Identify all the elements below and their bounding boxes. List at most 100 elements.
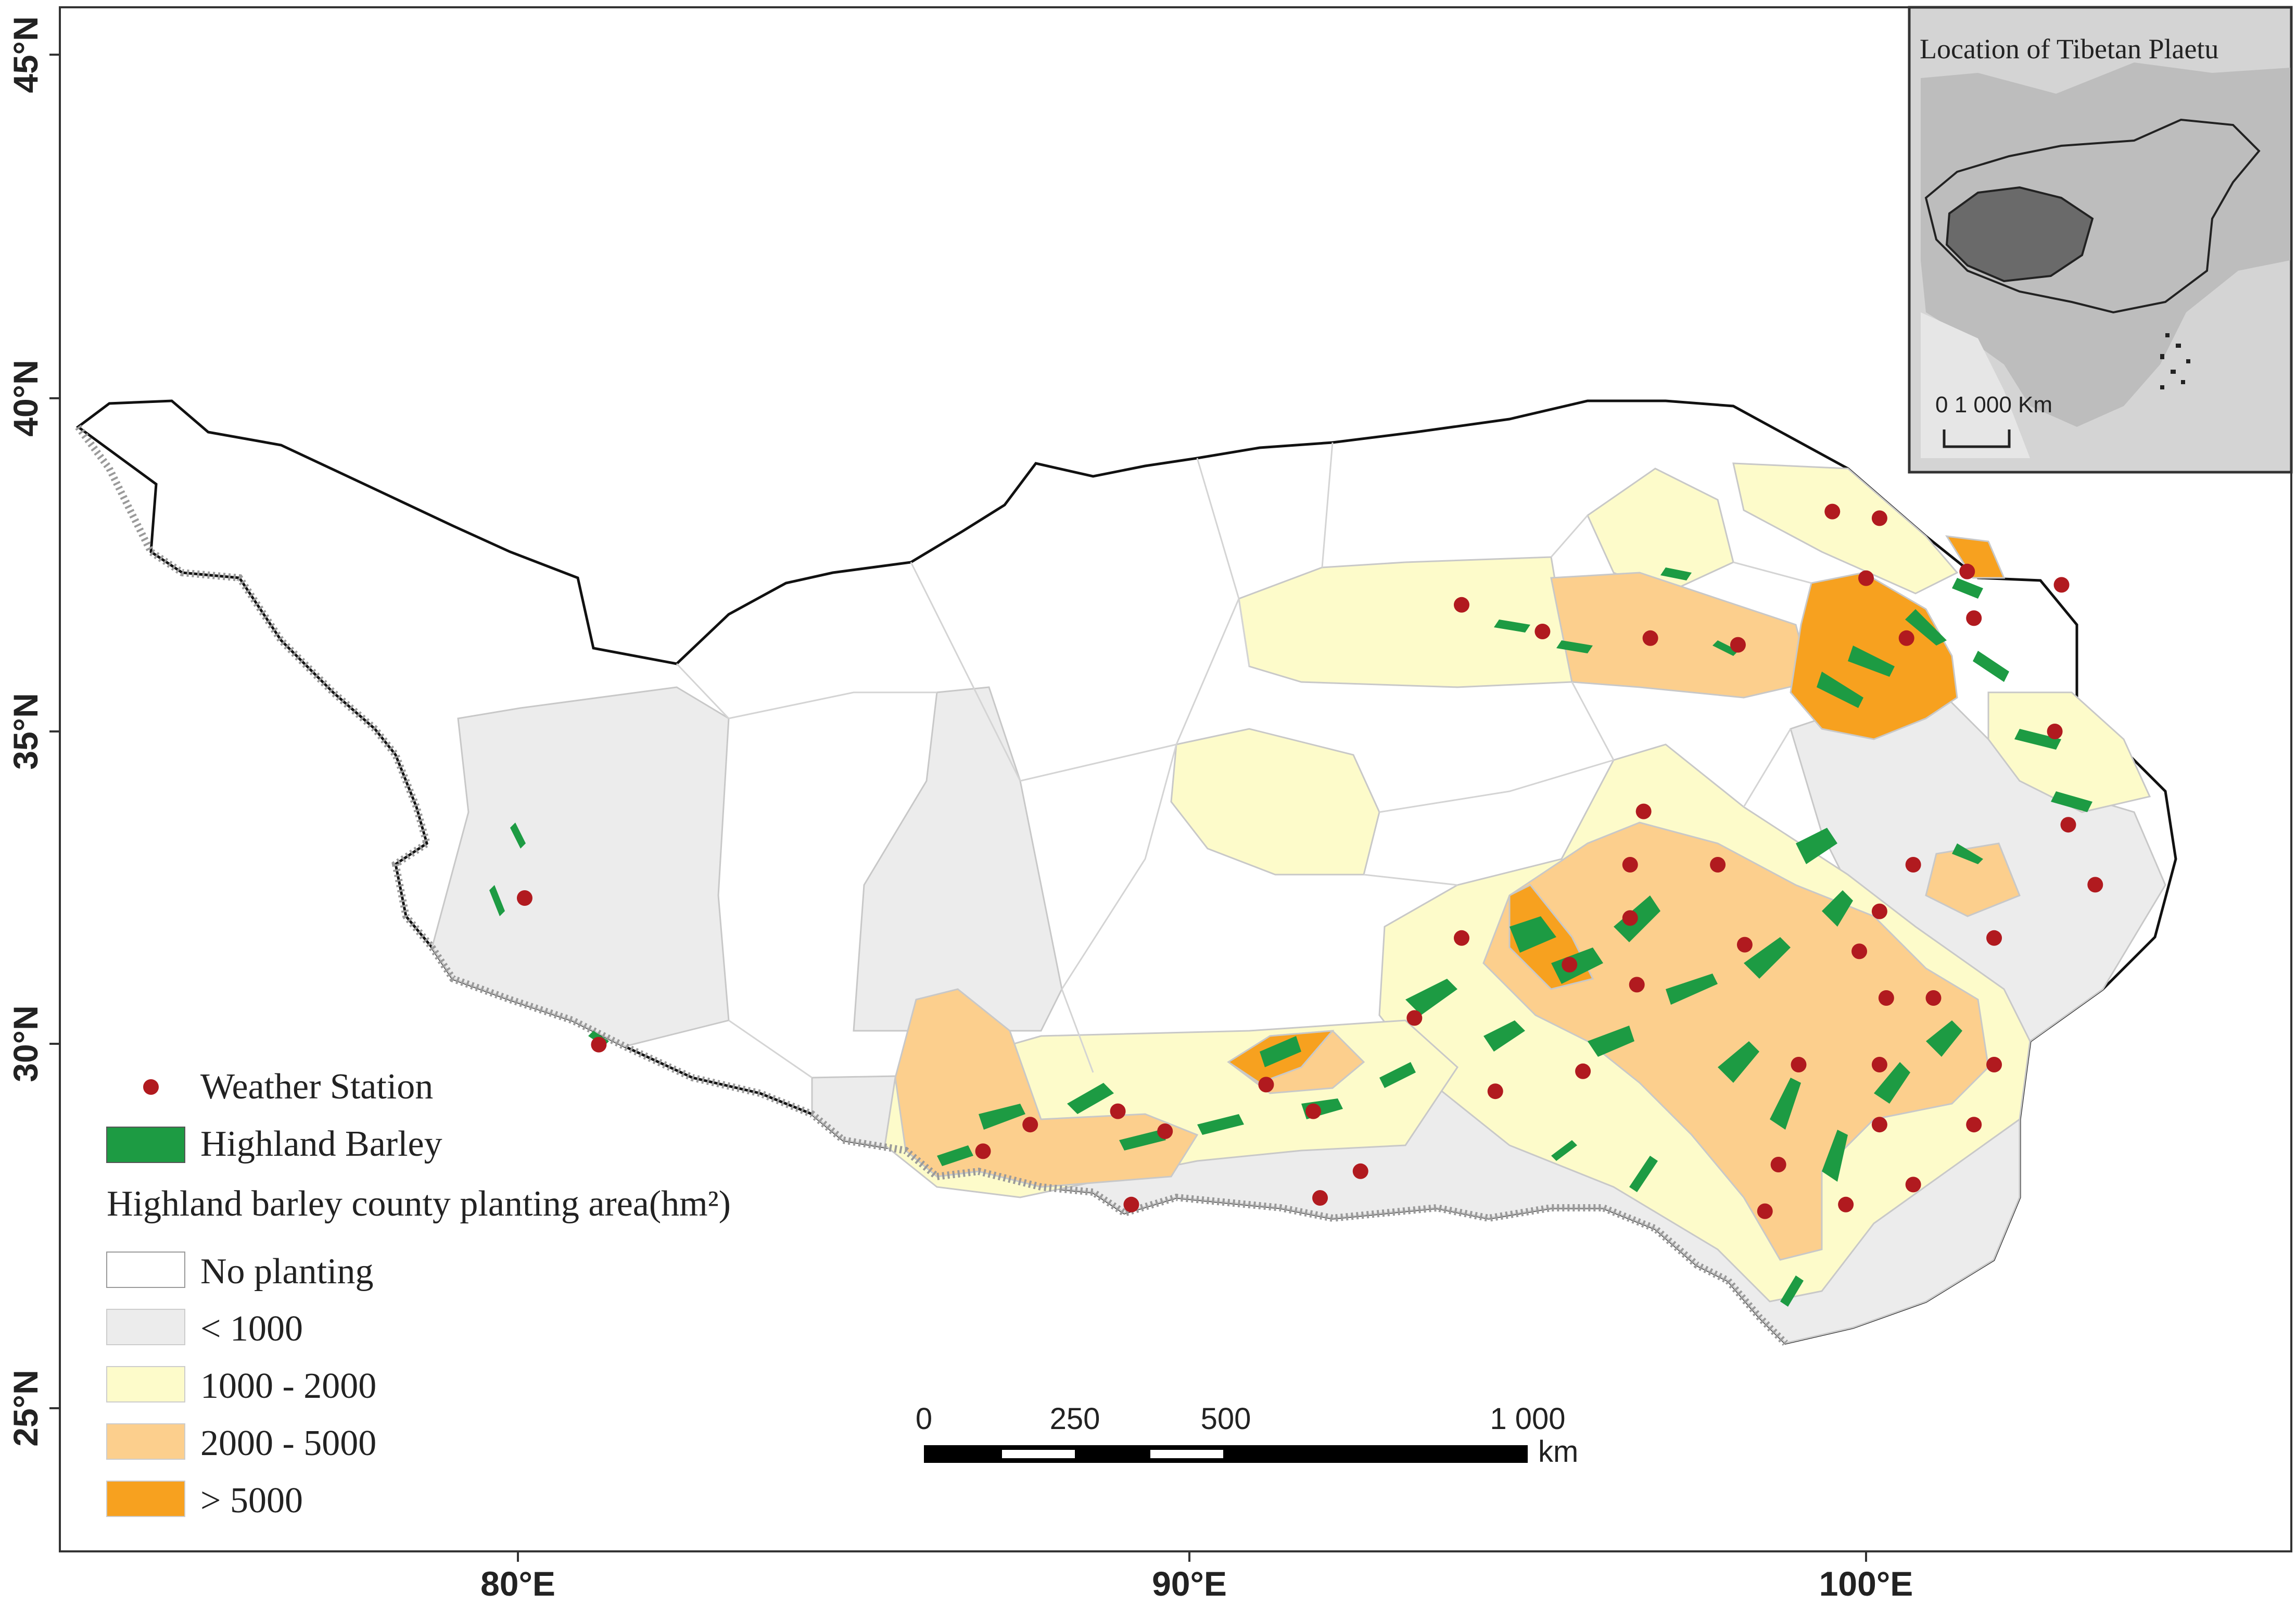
weather-station-marker bbox=[1352, 1163, 1368, 1179]
weather-station-marker bbox=[1710, 857, 1726, 873]
weather-station-marker bbox=[1642, 630, 1658, 646]
legend-class-label: < 1000 bbox=[200, 1309, 303, 1349]
weather-station-marker bbox=[1305, 1103, 1322, 1119]
inset-map: Location of Tibetan Plaetu 0 1 000 Km bbox=[1908, 6, 2293, 474]
weather-station-marker bbox=[1022, 1117, 1038, 1133]
weather-station-marker bbox=[1925, 990, 1942, 1006]
inset-scale-bar bbox=[1943, 429, 2011, 448]
weather-station-marker bbox=[1157, 1123, 1173, 1139]
region-central-gray bbox=[853, 686, 1063, 1032]
weather-station-marker bbox=[1770, 1157, 1786, 1172]
weather-station-marker bbox=[1878, 990, 1894, 1006]
legend-barley-swatch bbox=[106, 1127, 185, 1163]
y-tick-label: 25°N bbox=[6, 1370, 45, 1446]
weather-station-marker bbox=[1905, 1177, 1921, 1193]
weather-station-marker bbox=[1791, 1057, 1807, 1072]
tick-marks bbox=[49, 54, 1867, 1562]
legend-swatch-lt-1000 bbox=[106, 1309, 185, 1345]
weather-station-marker bbox=[1898, 630, 1914, 646]
region-northeast-yellow bbox=[1987, 691, 2151, 813]
region-south-orange-light bbox=[894, 988, 1199, 1188]
inset-scale-text: 0 1 000 Km bbox=[1935, 392, 2052, 418]
weather-station-marker bbox=[591, 1037, 607, 1053]
weather-station-marker bbox=[1871, 1057, 1887, 1072]
legend-class-label: 2000 - 5000 bbox=[200, 1423, 376, 1463]
barley-patches bbox=[489, 567, 2092, 1307]
legend-area-title: Highland barley county planting area(hm²… bbox=[107, 1184, 731, 1224]
x-tick-label: 100°E bbox=[1819, 1564, 1913, 1603]
y-tick-label: 45°N bbox=[6, 16, 45, 93]
weather-station-marker bbox=[1730, 637, 1746, 653]
weather-station-marker bbox=[975, 1143, 991, 1159]
legend-barley-label: Highland Barley bbox=[200, 1124, 442, 1164]
legend-station-symbol bbox=[143, 1079, 159, 1095]
weather-station-marker bbox=[1871, 1117, 1887, 1133]
region-west-gray bbox=[431, 686, 730, 1047]
legend: Weather Station Highland Barley Highland… bbox=[106, 1067, 731, 1521]
inset-plateau bbox=[1945, 186, 2094, 283]
weather-station-marker bbox=[1757, 1203, 1773, 1219]
weather-station-marker bbox=[516, 890, 532, 906]
weather-station-marker bbox=[1562, 957, 1578, 972]
legend-swatch-no-planting bbox=[106, 1252, 185, 1288]
inset-islands bbox=[2160, 333, 2190, 389]
weather-station-marker bbox=[1454, 930, 1469, 946]
legend-swatch-1000-2000 bbox=[106, 1366, 185, 1402]
scale-tick-label: 500 bbox=[1201, 1402, 1251, 1436]
legend-station-label: Weather Station bbox=[200, 1067, 433, 1107]
weather-station-marker bbox=[1635, 803, 1652, 819]
weather-station-marker bbox=[1622, 910, 1638, 926]
region-east-yellow bbox=[1732, 462, 1959, 595]
southern-border bbox=[75, 424, 1788, 1346]
weather-station-marker bbox=[2047, 724, 2063, 739]
weather-station-marker bbox=[2060, 817, 2076, 833]
weather-station-marker bbox=[1966, 610, 1982, 626]
scale-tick-label: 0 bbox=[916, 1402, 932, 1436]
weather-station-marker bbox=[1123, 1196, 1139, 1212]
county-borders bbox=[676, 442, 1812, 1079]
weather-station-marker bbox=[1905, 857, 1921, 873]
weather-station-marker bbox=[1454, 597, 1469, 613]
weather-station-marker bbox=[2087, 877, 2103, 893]
x-tick-label: 80°E bbox=[480, 1564, 555, 1603]
legend-swatch-2000-5000 bbox=[106, 1423, 185, 1460]
weather-station-marker bbox=[1312, 1190, 1328, 1206]
legend-swatch-gt-5000 bbox=[106, 1481, 185, 1517]
weather-station-marker bbox=[1110, 1103, 1126, 1119]
weather-station-marker bbox=[1871, 903, 1887, 919]
y-tick-label: 30°N bbox=[6, 1005, 45, 1082]
scale-unit: km bbox=[1538, 1435, 1578, 1469]
weather-station-marker bbox=[1534, 624, 1551, 639]
weather-station-marker bbox=[1575, 1063, 1591, 1079]
inset-china-outline bbox=[1924, 118, 2261, 314]
weather-station-marker bbox=[1824, 503, 1841, 520]
region-northeast2-orange-dark bbox=[1945, 535, 2006, 579]
scale-tick-label: 1 000 bbox=[1490, 1402, 1565, 1436]
weather-station-marker bbox=[1986, 1057, 2002, 1072]
weather-station-marker bbox=[1406, 1010, 1423, 1026]
weather-station-marker bbox=[1858, 570, 1874, 586]
y-tick-label: 40°N bbox=[6, 360, 45, 436]
weather-station-marker bbox=[1258, 1077, 1274, 1093]
y-tick-label: 35°N bbox=[6, 693, 45, 769]
weather-stations bbox=[516, 503, 2103, 1219]
inset-title: Location of Tibetan Plaetu bbox=[1920, 33, 2218, 65]
scale-bar: 0 250 500 1 000 km bbox=[916, 1402, 1578, 1469]
weather-station-marker bbox=[1838, 1196, 1854, 1212]
scale-tick-label: 250 bbox=[1050, 1402, 1100, 1436]
weather-station-marker bbox=[1871, 510, 1887, 526]
weather-station-marker bbox=[1986, 930, 2002, 946]
weather-station-marker bbox=[2053, 577, 2070, 593]
inset-land-dark bbox=[1921, 62, 2290, 427]
inset-land-light bbox=[1921, 312, 2030, 458]
weather-station-marker bbox=[1851, 943, 1868, 959]
legend-class-label: 1000 - 2000 bbox=[200, 1366, 376, 1406]
weather-station-marker bbox=[1966, 1117, 1982, 1133]
weather-station-marker bbox=[1959, 563, 1975, 579]
weather-station-marker bbox=[1736, 937, 1753, 953]
weather-station-marker bbox=[1487, 1083, 1503, 1100]
legend-class-label: No planting bbox=[200, 1252, 373, 1292]
region-east-orange-light bbox=[1925, 842, 2021, 917]
legend-class-label: > 5000 bbox=[200, 1481, 303, 1521]
